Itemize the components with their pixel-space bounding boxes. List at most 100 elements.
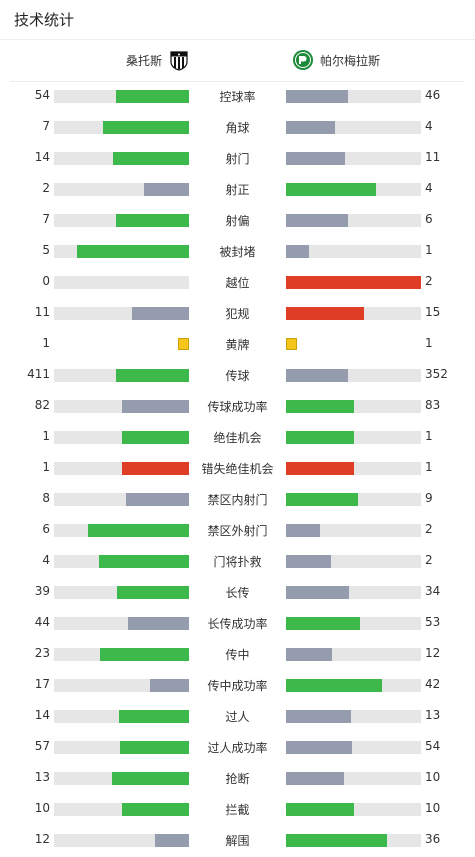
- stat-row: 2 射正 4: [0, 175, 475, 206]
- away-bar-track: [286, 369, 421, 382]
- home-bar-track: [54, 400, 189, 413]
- away-value: 1: [425, 429, 433, 443]
- away-bar-track: [286, 307, 421, 320]
- home-bar-fill: [121, 400, 189, 413]
- away-bar-track: [286, 121, 421, 134]
- stat-row: 39 长传 34: [0, 578, 475, 609]
- away-bar-fill: [286, 710, 351, 723]
- header-bar: 技术统计: [0, 0, 475, 40]
- home-bar-track: [54, 586, 189, 599]
- home-bar-track: [54, 741, 189, 754]
- away-bar-track: [286, 90, 421, 103]
- home-bar-track: [54, 803, 189, 816]
- home-bar-fill: [125, 493, 189, 506]
- home-bar-track: [54, 152, 189, 165]
- stat-row: 1 绝佳机会 1: [0, 423, 475, 454]
- page-title: 技术统计: [14, 11, 75, 29]
- away-bar-fill: [286, 493, 358, 506]
- home-value: 13: [34, 770, 50, 784]
- home-value: 5: [42, 243, 50, 257]
- stat-row: 44 长传成功率 53: [0, 609, 475, 640]
- stat-label: 黄牌: [225, 338, 250, 352]
- home-bar-fill: [87, 524, 189, 537]
- away-value: 2: [425, 274, 433, 288]
- stat-label: 禁区外射门: [207, 524, 268, 538]
- home-bar-fill: [76, 245, 189, 258]
- home-bar-track: [54, 183, 189, 196]
- stat-row: 10 拦截 10: [0, 795, 475, 826]
- away-bar-fill: [286, 276, 421, 289]
- home-bar-fill: [155, 834, 189, 847]
- stat-row: 11 犯规 15: [0, 299, 475, 330]
- away-bar-fill: [286, 834, 388, 847]
- away-bar-fill: [286, 400, 354, 413]
- home-value: 4: [42, 553, 50, 567]
- away-value: 13: [425, 708, 441, 722]
- stat-row: 411 传球 352: [0, 361, 475, 392]
- away-bar-track: [286, 214, 421, 227]
- away-bar-fill: [286, 555, 331, 568]
- stat-label: 门将扑救: [213, 555, 262, 569]
- away-bar-track: [286, 679, 421, 692]
- home-value: 7: [42, 119, 50, 133]
- home-bar-fill: [121, 431, 189, 444]
- stat-label: 射偏: [225, 214, 250, 228]
- stat-label: 传中成功率: [207, 679, 268, 693]
- away-bar-fill: [286, 90, 349, 103]
- away-bar-track: [286, 493, 421, 506]
- stat-label: 长传成功率: [207, 617, 268, 631]
- stat-row: 12 解围 36: [0, 826, 475, 857]
- stat-row: 7 角球 4: [0, 113, 475, 144]
- away-value: 6: [425, 212, 433, 226]
- away-bar-track: [286, 276, 421, 289]
- away-bar-track: [286, 834, 421, 847]
- away-value: 1: [425, 243, 433, 257]
- away-team[interactable]: 帕尔梅拉斯: [292, 49, 380, 71]
- away-bar-fill: [286, 741, 353, 754]
- home-bar-track: [54, 772, 189, 785]
- home-bar-track: [54, 617, 189, 630]
- home-value: 7: [42, 212, 50, 226]
- home-value: 11: [34, 305, 50, 319]
- home-value: 2: [42, 181, 50, 195]
- home-bar-track: [54, 338, 189, 351]
- stat-label: 传球: [225, 369, 250, 383]
- home-bar-fill: [99, 648, 189, 661]
- away-bar-track: [286, 710, 421, 723]
- santos-crest-icon: [170, 51, 188, 71]
- home-bar-fill: [102, 121, 189, 134]
- stat-row: 23 传中 12: [0, 640, 475, 671]
- stat-row: 1 错失绝佳机会 1: [0, 454, 475, 485]
- home-bar-fill: [98, 555, 189, 568]
- home-value: 10: [34, 801, 50, 815]
- stat-label: 控球率: [219, 90, 256, 104]
- home-bar-fill: [116, 214, 189, 227]
- away-value: 53: [425, 615, 441, 629]
- stat-label: 解围: [225, 834, 250, 848]
- home-value: 0: [42, 274, 50, 288]
- home-value: 14: [34, 708, 50, 722]
- stat-label: 绝佳机会: [213, 431, 262, 445]
- stat-row: 4 门将扑救 2: [0, 547, 475, 578]
- home-value: 1: [42, 429, 50, 443]
- home-team[interactable]: 桑托斯: [126, 49, 190, 71]
- home-value: 82: [34, 398, 50, 412]
- away-value: 34: [425, 584, 441, 598]
- away-value: 4: [425, 119, 433, 133]
- stat-label: 被封堵: [219, 245, 256, 259]
- home-bar-fill: [118, 710, 189, 723]
- away-value: 4: [425, 181, 433, 195]
- stat-label: 传球成功率: [207, 400, 268, 414]
- away-value: 54: [425, 739, 441, 753]
- away-value: 46: [425, 88, 441, 102]
- stats-table: 54 控球率 46 7 角球 4 14 射门 11 2 射正 4 7 射偏 6 5 被封堵 1 0 越位 2 11 犯规 15…: [0, 82, 475, 857]
- home-value: 44: [34, 615, 50, 629]
- home-team-name: 桑托斯: [125, 53, 162, 68]
- stat-label: 拦截: [225, 803, 250, 817]
- home-bar-fill: [149, 679, 189, 692]
- home-bar-fill: [113, 152, 189, 165]
- home-bar-fill: [121, 462, 189, 475]
- home-value: 17: [34, 677, 50, 691]
- yellow-card-icon: [286, 338, 297, 350]
- home-bar-fill: [128, 617, 189, 630]
